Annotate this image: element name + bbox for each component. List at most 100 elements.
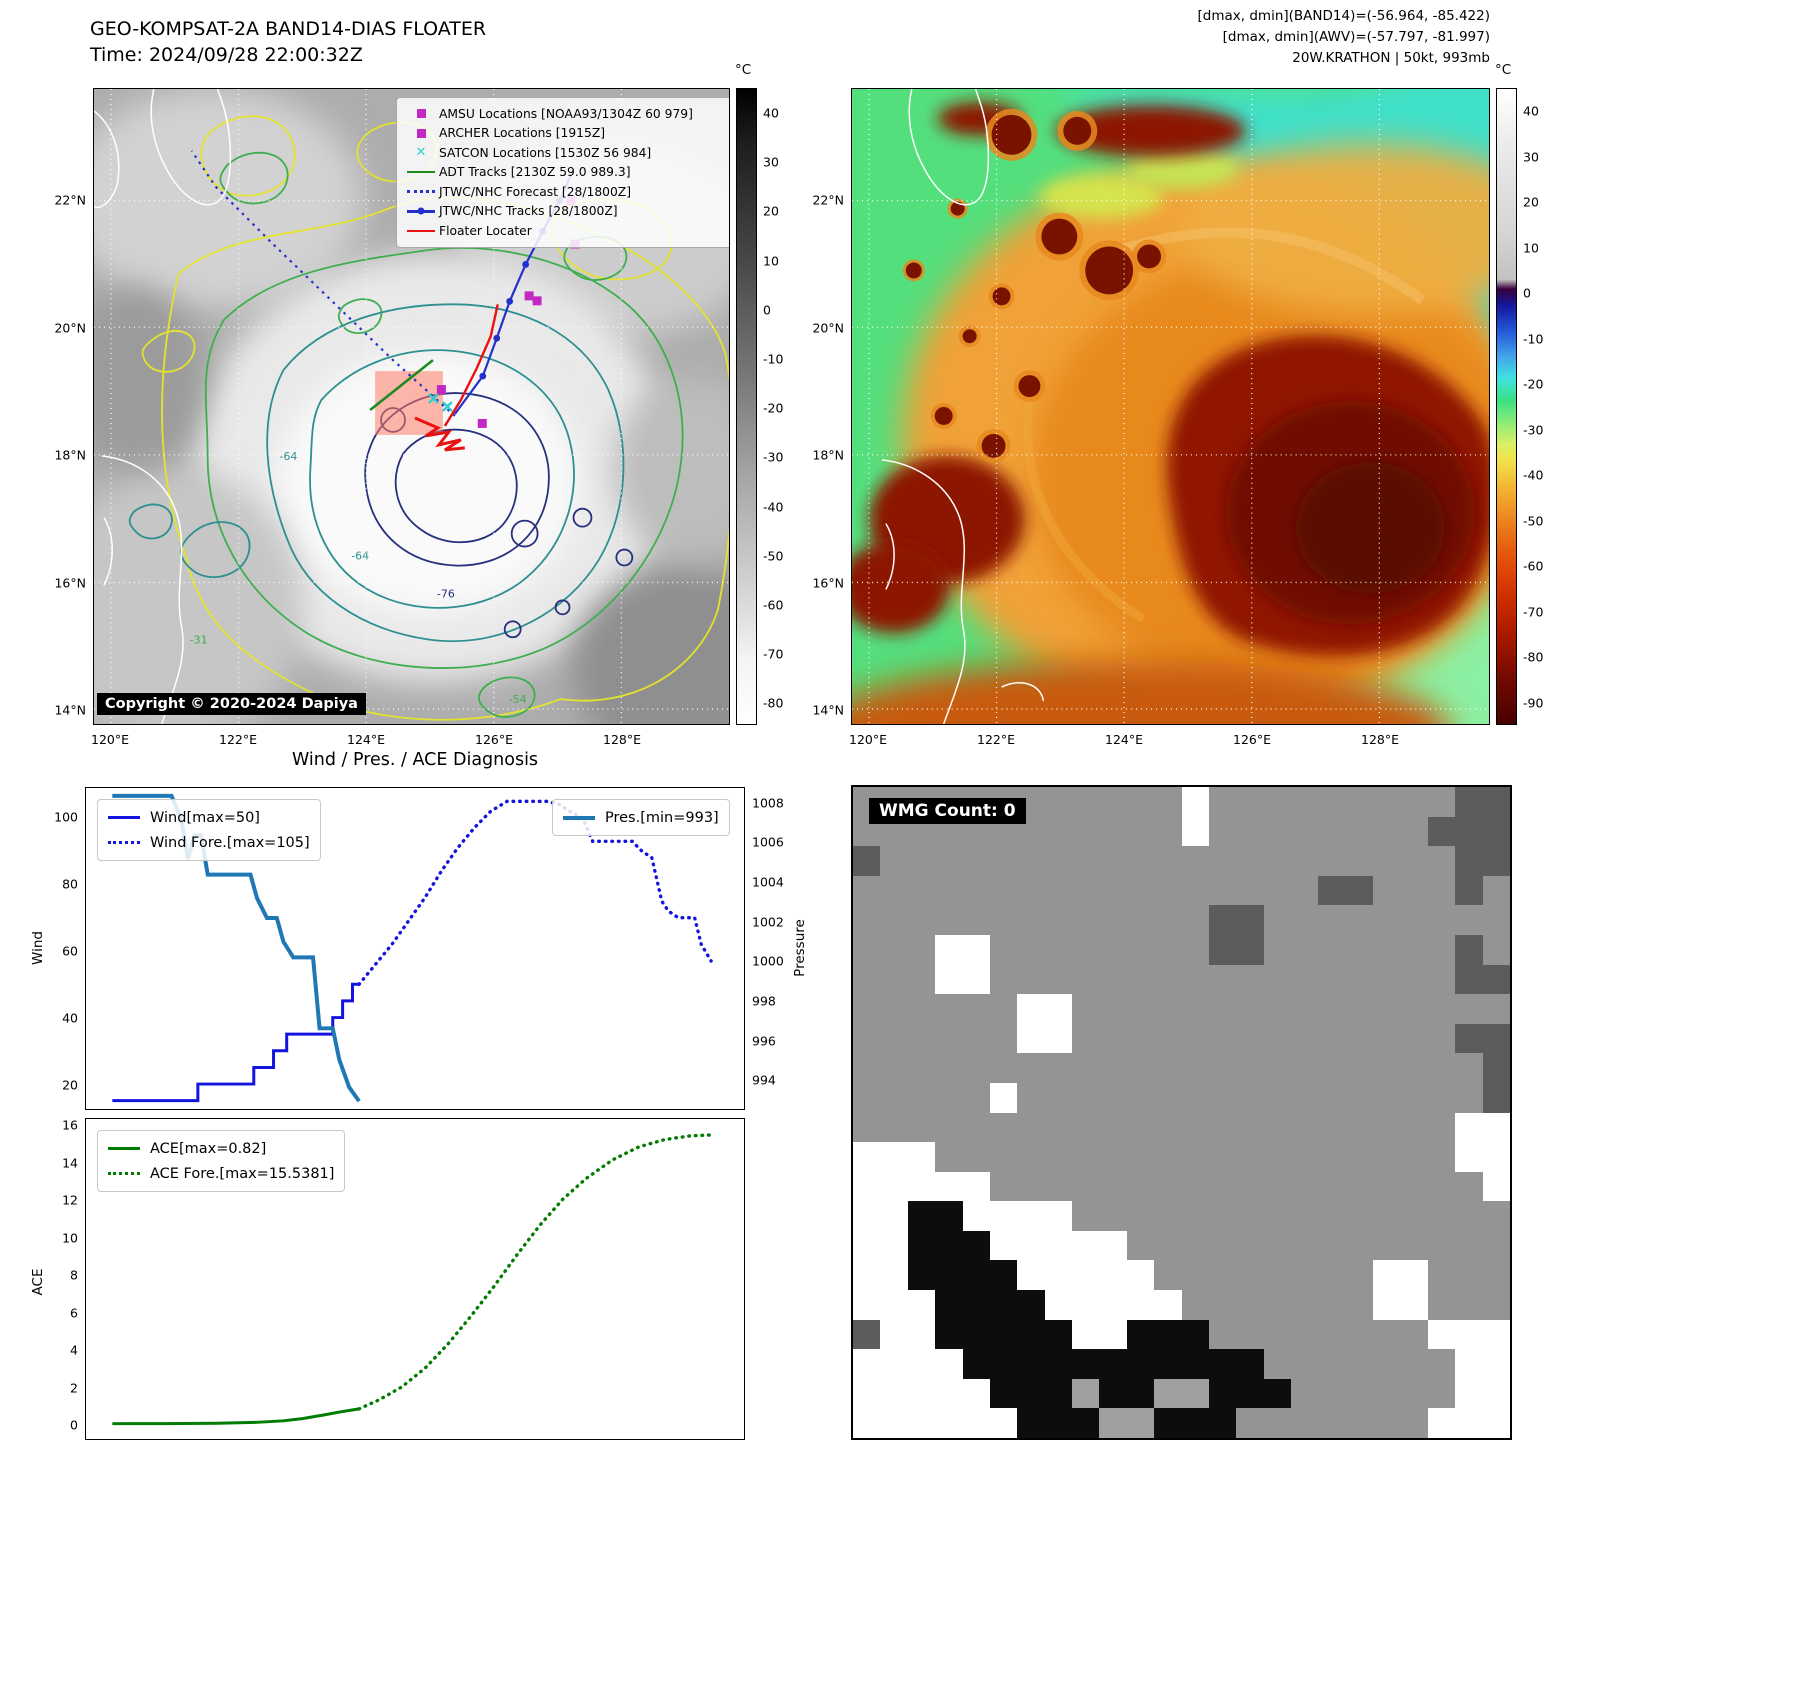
wmg-cell (989, 1408, 1018, 1438)
wmg-cell (1263, 1319, 1291, 1350)
wmg-cell (1208, 1319, 1237, 1350)
wmg-cell (1099, 1142, 1127, 1172)
wmg-cell (1427, 1082, 1456, 1113)
wmg-cell (1427, 994, 1456, 1024)
wmg-cell (989, 964, 1018, 995)
wmg-cell (907, 1319, 936, 1350)
coastline (94, 89, 232, 724)
wmg-cell (1072, 1378, 1100, 1409)
wmg-cell (853, 1260, 881, 1291)
tick-label: 10 (1523, 240, 1539, 255)
wmg-cell (1044, 1053, 1072, 1083)
wmg-cell (1373, 1171, 1401, 1202)
wmg-cell (1181, 787, 1209, 817)
wmg-cell (907, 1230, 936, 1261)
tick-label: 2 (70, 1380, 78, 1395)
wmg-cell (1126, 787, 1155, 817)
wmg-cell (1181, 1378, 1209, 1409)
wmg-cell (907, 1201, 936, 1231)
wmg-cell (1099, 994, 1127, 1024)
tick-label: 1000 (752, 953, 784, 969)
wmg-cell (1236, 1053, 1264, 1083)
wmg-cell (1099, 875, 1127, 906)
wmg-cell (1427, 1349, 1456, 1379)
wmg-cell (1126, 1290, 1155, 1320)
header-dmax-awv: [dmax, dmin](AWV)=(-57.797, -81.997) (1222, 29, 1490, 45)
wmg-cell (1482, 816, 1510, 847)
copyright-label: Copyright © 2020-2024 Dapiya (97, 693, 366, 715)
wmg-cell (1072, 1201, 1100, 1231)
ace-axis-label: ACE (30, 1268, 46, 1296)
wmg-cell (1291, 1082, 1319, 1113)
wmg-cell (1208, 1378, 1237, 1409)
tick-label: 80 (62, 876, 78, 892)
wmg-cell (1236, 1082, 1264, 1113)
right-map-image (852, 89, 1489, 724)
contour-value-labels: -64 -64 -76 -31 -54 (190, 450, 527, 706)
wmg-cell (1318, 1023, 1346, 1054)
jtwc-forecast-track (190, 150, 456, 417)
wmg-cell (1455, 1378, 1483, 1409)
wmg-cell (1154, 846, 1182, 876)
wmg-cell (1373, 964, 1401, 995)
wmg-cell (1373, 934, 1401, 965)
wmg-cell (1126, 1112, 1155, 1143)
wmg-cell (1099, 934, 1127, 965)
ace-fore-dotted-icon (108, 1172, 140, 1175)
wmg-cell (1017, 1112, 1045, 1143)
wmg-cell (935, 1290, 963, 1320)
left-map-title: GEO-KOMPSAT-2A BAND14-DIAS FLOATER (90, 18, 487, 40)
wmg-cell (1373, 1023, 1401, 1054)
wmg-cell (962, 994, 990, 1024)
wmg-cell (1126, 1260, 1155, 1291)
wmg-cell (1455, 1319, 1483, 1350)
legend-label: Wind Fore.[max=105] (150, 834, 310, 851)
wmg-cell (1400, 934, 1428, 965)
wmg-cell (962, 875, 990, 906)
wmg-cell (1455, 1349, 1483, 1379)
wmg-cell (1345, 1171, 1374, 1202)
wmg-cell (1263, 1408, 1291, 1438)
wmg-cell (1455, 1053, 1483, 1083)
wmg-cell (1318, 1053, 1346, 1083)
wmg-cell (1126, 1230, 1155, 1261)
wmg-cell (1373, 1053, 1401, 1083)
wmg-cell (1318, 1082, 1346, 1113)
wind-line-icon (108, 816, 140, 819)
wmg-cell (1154, 1260, 1182, 1291)
wmg-cell (1099, 1349, 1127, 1379)
wmg-cell (1345, 1142, 1374, 1172)
tick-label: -80 (763, 695, 784, 711)
wmg-cell (1017, 934, 1045, 965)
wmg-cell (1455, 1023, 1483, 1054)
wmg-cell (1017, 1408, 1045, 1438)
wmg-cell (1455, 994, 1483, 1024)
wmg-cell (935, 1349, 963, 1379)
wmg-cell (1044, 1319, 1072, 1350)
wmg-cell (1373, 787, 1401, 817)
wmg-cell (1318, 1408, 1346, 1438)
wmg-cell (1236, 1112, 1264, 1143)
wmg-cell (1455, 1230, 1483, 1261)
left-map-time: Time: 2024/09/28 22:00:32Z (90, 44, 363, 66)
wmg-cell (880, 934, 908, 965)
wmg-cell (1126, 1201, 1155, 1231)
tick-label: 14 (62, 1155, 78, 1170)
wmg-cell (1208, 1082, 1237, 1113)
wmg-cell (1427, 816, 1456, 847)
tick-label: 20 (1523, 194, 1539, 210)
wmg-cell (853, 1023, 881, 1054)
wmg-cell (1072, 1349, 1100, 1379)
wmg-cell (1318, 1142, 1346, 1172)
wmg-cell (1263, 1260, 1291, 1291)
left-satellite-map: -64 -64 -76 -31 -54 (93, 88, 730, 725)
legend-item-amsu: AMSU Locations [NOAA93/1304Z 60 979] (403, 104, 729, 124)
satcon-markers (428, 393, 453, 412)
wmg-cell (1044, 1230, 1072, 1261)
wmg-cell (1017, 875, 1045, 906)
satcon-x-icon (403, 145, 439, 160)
wmg-cell (962, 1171, 990, 1202)
wmg-cell (1318, 1112, 1346, 1143)
wmg-cell (962, 1082, 990, 1113)
wmg-cell (1154, 934, 1182, 965)
